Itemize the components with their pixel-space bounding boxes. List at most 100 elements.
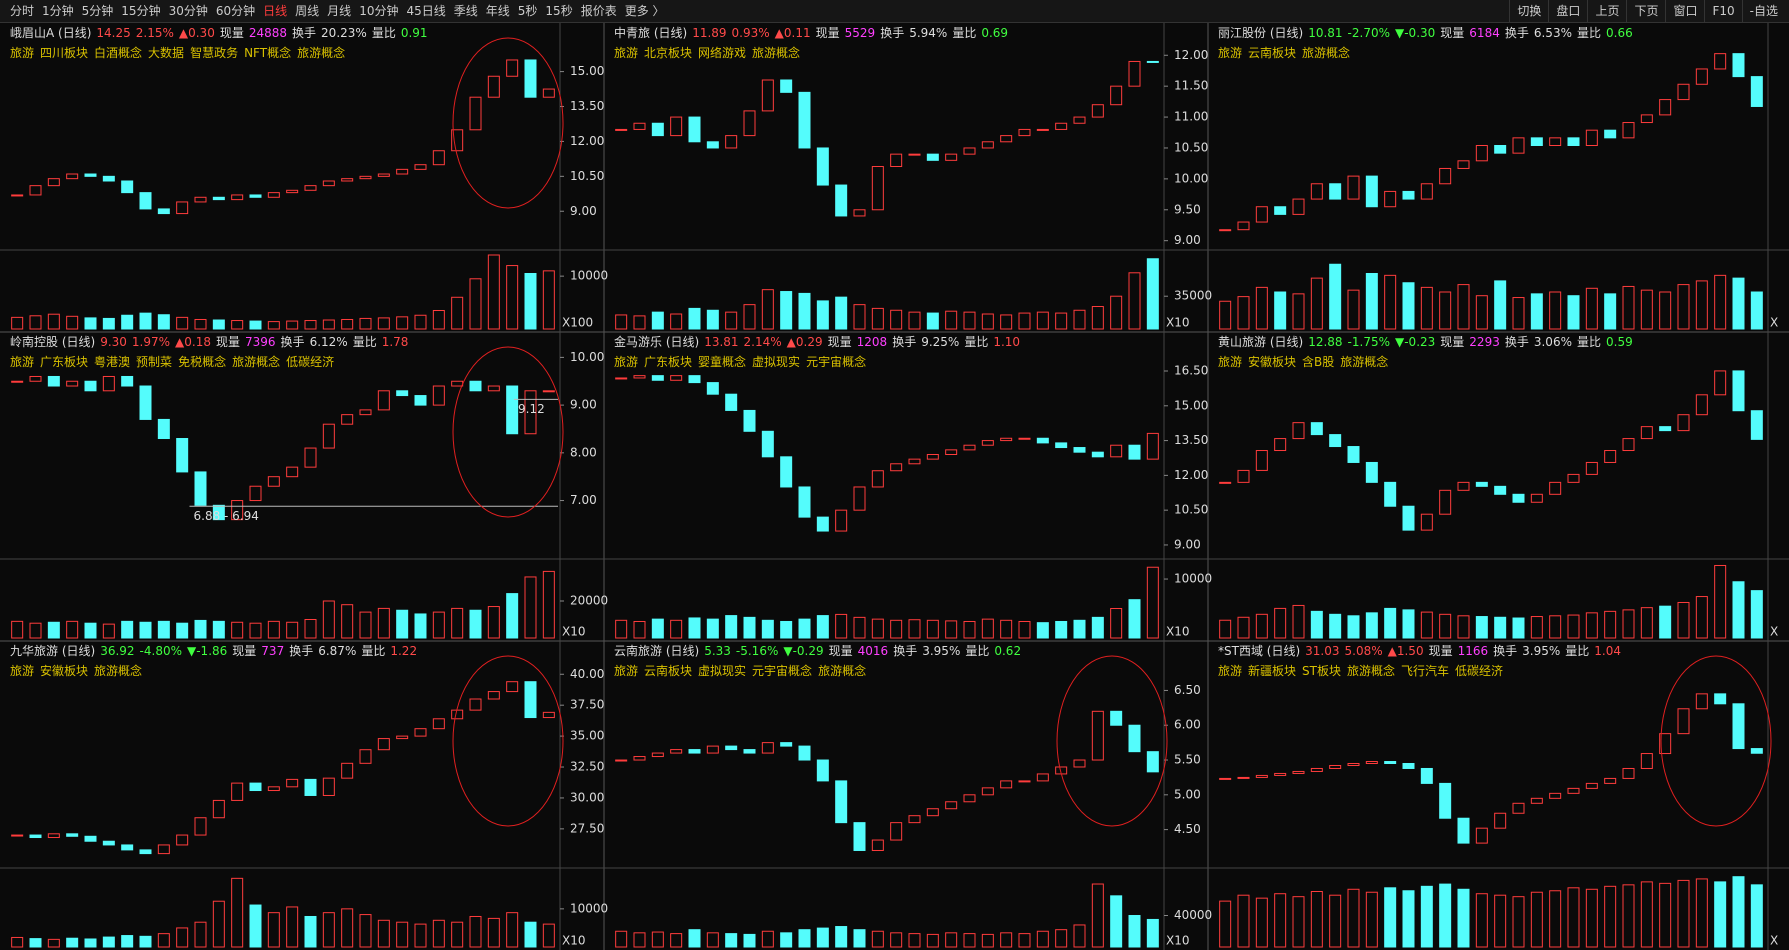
stock-title: 中青旅 (日线) <box>614 25 687 40</box>
volume-bar <box>1659 291 1672 330</box>
volume-bar <box>1237 616 1250 639</box>
period-tab[interactable]: 报价表 <box>580 4 617 18</box>
stock-tag: 旅游概念 <box>94 663 142 678</box>
toolbar-button[interactable]: 下页 <box>1626 0 1665 22</box>
hand-drawn-circle <box>452 655 564 827</box>
candle <box>1457 481 1470 491</box>
candle <box>908 458 921 465</box>
period-tab[interactable]: 日线 <box>263 4 288 18</box>
period-tab[interactable]: 季线 <box>453 4 478 18</box>
period-tab[interactable]: 15秒 <box>545 4 573 18</box>
y-tick-label: 7.00 <box>570 493 597 507</box>
period-tab[interactable]: 周线 <box>295 4 320 18</box>
candle <box>798 745 811 761</box>
volume-bar <box>1549 890 1562 948</box>
candle <box>908 815 921 824</box>
candle <box>871 470 884 488</box>
volume-bar <box>651 931 664 948</box>
volume-bar <box>506 912 519 948</box>
candle <box>706 745 719 754</box>
candle <box>157 208 170 215</box>
candle <box>322 180 335 187</box>
candle <box>1659 99 1672 116</box>
volume-bar <box>487 606 500 639</box>
candle <box>688 375 701 384</box>
period-tab[interactable]: 60分钟 <box>215 4 256 18</box>
candle <box>1146 751 1159 773</box>
stock-title: *ST西域 (日线) <box>1218 644 1300 658</box>
candle <box>1055 442 1068 449</box>
toolbar-button[interactable]: F10 <box>1704 0 1741 22</box>
stock-info: 6.12% <box>310 335 348 349</box>
stock-info: ▲0.30 <box>179 26 215 40</box>
candle <box>780 456 793 488</box>
volume-bar <box>1567 614 1580 639</box>
candle <box>1073 447 1086 453</box>
period-tab[interactable]: 30分钟 <box>168 4 208 18</box>
toolbar-button[interactable]: 切换 <box>1509 0 1548 22</box>
volume-bar <box>633 620 646 639</box>
volume-bar <box>963 933 976 948</box>
volume-tick-label: 20000 <box>570 594 608 608</box>
period-tab[interactable]: 15分钟 <box>121 4 161 18</box>
period-tab[interactable]: 5分钟 <box>81 4 114 18</box>
candle <box>1439 489 1452 515</box>
stock-info: 14.25 <box>96 26 130 40</box>
candle <box>1439 782 1452 819</box>
candle <box>963 444 976 451</box>
candle <box>542 88 555 98</box>
period-tab[interactable]: 5秒 <box>517 4 538 18</box>
y-tick-label: 13.50 <box>570 99 604 113</box>
toolbar-button[interactable]: -自选 <box>1741 0 1785 22</box>
stock-tag: 旅游 <box>614 355 638 369</box>
volume-bar <box>432 919 445 948</box>
toolbar-button[interactable]: 盘口 <box>1548 0 1587 22</box>
volume-bar <box>853 304 866 330</box>
volume-bar <box>1073 619 1086 639</box>
volume-bar <box>359 611 372 639</box>
candle <box>1475 481 1488 487</box>
candle <box>1494 812 1507 829</box>
period-tab[interactable]: 更多 〉 <box>624 4 665 18</box>
stock-header: 峨眉山A (日线) 14.25 2.15% ▲0.30 现量 24888 换手 20.23% 量… <box>10 26 428 40</box>
period-tab[interactable]: 分时 <box>10 4 35 18</box>
period-tab[interactable]: 10分钟 <box>359 4 399 18</box>
candle <box>29 834 42 839</box>
candle <box>1640 426 1653 440</box>
candle <box>761 430 774 458</box>
volume-bar <box>1457 284 1470 330</box>
candle <box>890 153 903 168</box>
period-tab[interactable]: 年线 <box>485 4 510 18</box>
period-tab[interactable]: 1分钟 <box>42 4 74 18</box>
candle <box>47 375 60 387</box>
toolbar-button[interactable]: 上页 <box>1587 0 1626 22</box>
candle <box>1659 426 1672 432</box>
stock-tag: 元宇宙概念 <box>806 354 866 369</box>
candle <box>1714 370 1727 396</box>
candle <box>1732 370 1745 412</box>
period-tab[interactable]: 45日线 <box>406 4 446 18</box>
stock-info: 量比 <box>1565 644 1589 658</box>
stock-info: ▼-0.29 <box>783 644 823 658</box>
volume-bar <box>1677 601 1690 639</box>
volume-bar <box>1347 289 1360 330</box>
toolbar-button[interactable]: 窗口 <box>1665 0 1704 22</box>
candle <box>816 516 829 532</box>
candle <box>1549 481 1562 495</box>
stock-title: 金马游乐 (日线) <box>614 334 699 349</box>
period-tab[interactable]: 月线 <box>327 4 352 18</box>
candle <box>1384 761 1397 765</box>
volume-bar <box>157 620 170 639</box>
y-tick-label: 11.00 <box>1174 110 1208 124</box>
candle <box>688 116 701 143</box>
stock-info: 5.94% <box>909 26 947 40</box>
y-tick-label: 9.00 <box>1174 537 1201 551</box>
volume-unit: X10 <box>1166 316 1190 330</box>
candle <box>194 471 207 506</box>
volume-bar <box>981 933 994 948</box>
candle <box>157 418 170 440</box>
y-tick-label: 9.00 <box>570 204 597 218</box>
stock-info: 换手 <box>1505 26 1529 40</box>
candle <box>963 147 976 155</box>
stock-info: 36.92 <box>100 644 134 658</box>
